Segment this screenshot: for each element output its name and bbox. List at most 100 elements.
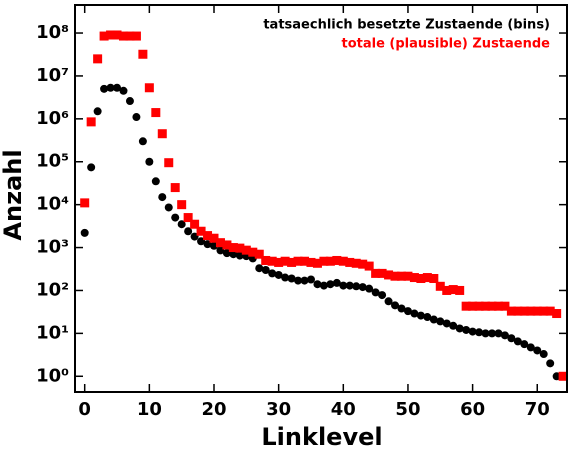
marker	[171, 213, 180, 222]
marker	[287, 257, 297, 267]
legend-label: tatsaechlich besetzte Zustaende (bins)	[263, 18, 550, 33]
marker	[552, 309, 562, 319]
marker	[184, 227, 193, 236]
marker	[267, 256, 277, 266]
marker	[112, 30, 122, 40]
marker	[93, 54, 103, 64]
marker	[545, 306, 555, 316]
marker	[222, 240, 232, 250]
marker	[183, 213, 193, 223]
marker	[99, 31, 109, 41]
marker	[274, 270, 283, 279]
marker	[80, 228, 89, 237]
marker	[241, 245, 251, 255]
marker	[113, 83, 122, 92]
marker	[313, 280, 322, 289]
marker	[106, 83, 115, 92]
marker	[481, 301, 491, 311]
marker	[255, 264, 264, 273]
marker	[338, 256, 348, 266]
x-tick-label: 60	[460, 399, 485, 420]
x-tick-label: 50	[395, 399, 420, 420]
marker	[365, 284, 374, 293]
y-tick-label: 10⁸	[36, 22, 69, 43]
marker	[300, 276, 309, 285]
marker	[403, 307, 412, 316]
marker	[325, 256, 335, 266]
marker	[423, 313, 432, 322]
marker	[500, 331, 509, 340]
marker	[455, 285, 465, 295]
marker	[164, 158, 174, 168]
legend-label: totale (plausible) Zustaende	[341, 37, 550, 52]
marker	[449, 321, 458, 330]
marker	[526, 343, 535, 352]
y-axis-label: Anzahl	[0, 149, 27, 240]
marker	[442, 285, 452, 295]
marker	[462, 325, 471, 334]
x-tick-label: 0	[78, 399, 91, 420]
marker	[274, 257, 284, 267]
marker	[332, 278, 341, 287]
marker	[261, 255, 271, 265]
marker	[196, 226, 206, 236]
marker	[436, 317, 445, 326]
marker	[203, 231, 213, 241]
marker	[422, 273, 432, 283]
marker	[364, 261, 374, 271]
marker	[384, 270, 394, 280]
marker	[125, 31, 135, 41]
marker	[209, 233, 219, 243]
marker	[546, 359, 555, 368]
marker	[435, 281, 445, 291]
marker	[378, 291, 387, 300]
marker	[151, 177, 160, 186]
marker	[144, 83, 154, 93]
marker	[215, 238, 225, 248]
marker	[455, 324, 464, 333]
marker	[319, 256, 329, 266]
y-tick-label: 10²	[36, 279, 69, 300]
marker	[345, 257, 355, 267]
y-tick-label: 10⁰	[36, 365, 69, 386]
marker	[468, 301, 478, 311]
marker	[532, 306, 542, 316]
marker	[190, 219, 200, 229]
marker	[461, 301, 471, 311]
marker	[306, 257, 316, 267]
marker	[332, 255, 342, 265]
marker	[500, 301, 510, 311]
marker	[131, 31, 141, 41]
marker	[93, 107, 102, 116]
marker	[533, 346, 542, 355]
marker	[119, 86, 128, 95]
marker	[268, 269, 277, 278]
plot-frame	[74, 4, 568, 393]
marker	[494, 329, 503, 338]
marker	[493, 301, 503, 311]
marker	[429, 315, 438, 324]
x-tick-label: 70	[525, 399, 550, 420]
marker	[287, 274, 296, 283]
marker	[293, 256, 303, 266]
marker	[371, 268, 381, 278]
x-tick-label: 20	[201, 399, 226, 420]
marker	[138, 137, 147, 146]
marker	[377, 268, 387, 278]
y-tick-label: 10⁵	[36, 151, 69, 172]
marker	[177, 200, 187, 210]
marker	[312, 258, 322, 268]
marker	[352, 282, 361, 291]
marker	[132, 113, 141, 122]
marker	[248, 247, 258, 257]
marker	[170, 183, 180, 193]
marker	[351, 258, 361, 268]
marker	[358, 283, 367, 292]
marker	[145, 157, 154, 166]
marker	[294, 276, 303, 285]
marker	[151, 108, 161, 118]
marker	[487, 301, 497, 311]
marker	[539, 350, 548, 359]
y-tick-label: 10⁶	[36, 108, 69, 129]
